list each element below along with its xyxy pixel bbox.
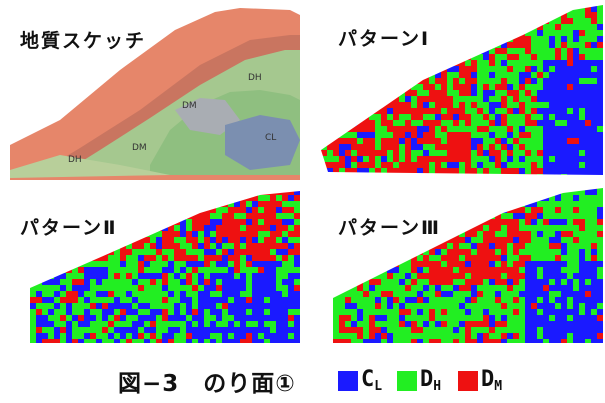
legend-swatch-cl [338, 371, 358, 391]
legend-label-cl: CL [361, 367, 383, 394]
legend-label-dm: DM [481, 367, 503, 394]
pattern-1-map [321, 5, 603, 175]
sketch-label-dh-upper: DH [248, 73, 262, 83]
legend-swatch-dh [397, 371, 417, 391]
caption-text: 図−3 のり面① [118, 371, 296, 397]
panel-title-pattern-3: パターンⅢ [338, 217, 442, 239]
pattern-3-panel: パターンⅢ [303, 183, 605, 353]
geological-sketch-panel: DH DM DM DH CL 地質スケッチ [0, 0, 302, 182]
sketch-label-dh-lower: DH [68, 155, 82, 165]
pattern-2-panel: パターンⅡ [0, 183, 302, 353]
panel-title-sketch: 地質スケッチ [20, 30, 147, 52]
sketch-label-dm-right: DM [182, 101, 197, 111]
pattern-3-map [333, 188, 603, 343]
legend-swatch-dm [458, 371, 478, 391]
sketch-label-cl: CL [265, 133, 276, 143]
legend-label-dh: DH [420, 367, 442, 394]
sketch-label-dm-left: DM [132, 143, 147, 153]
panel-title-pattern-2: パターンⅡ [20, 217, 118, 239]
figure-caption: 図−3 のり面① CL DH DM [0, 360, 605, 400]
geological-sketch-image: DH DM DM DH CL [10, 8, 300, 180]
pattern-2-map [30, 191, 300, 343]
pattern-1-panel: パターンⅠ [303, 0, 605, 182]
panel-title-pattern-1: パターンⅠ [338, 28, 431, 50]
